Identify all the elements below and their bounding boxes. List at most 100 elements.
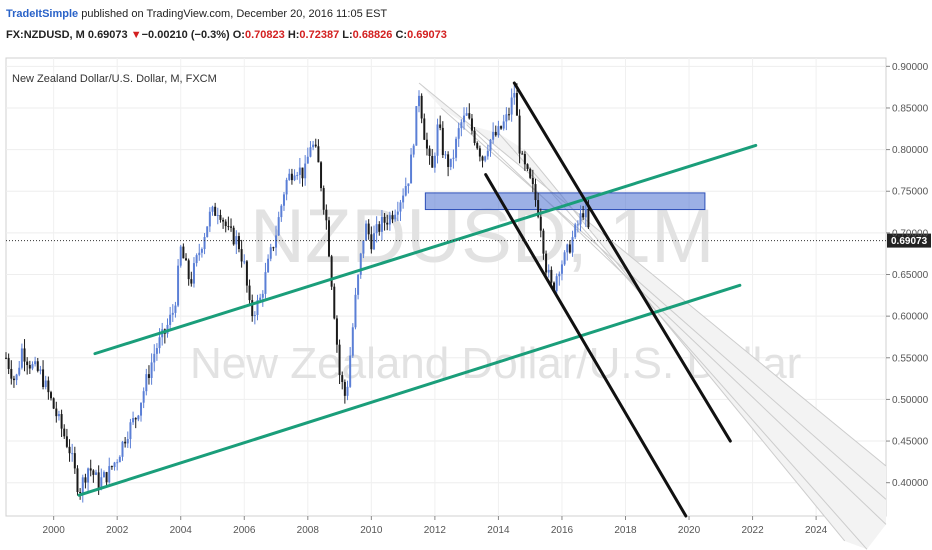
candle-body — [510, 97, 513, 115]
candle-body — [576, 224, 579, 226]
candle-body — [502, 121, 505, 129]
candle-body — [335, 318, 338, 345]
candle-body — [452, 157, 455, 159]
candle-body — [216, 215, 219, 217]
candle-body — [290, 173, 293, 181]
candle-body — [126, 439, 129, 444]
candle-body — [26, 361, 29, 366]
candle-body — [359, 253, 362, 275]
candle-body — [537, 200, 540, 217]
candle-body — [102, 472, 105, 478]
candle-body — [169, 314, 172, 325]
candle-body — [542, 230, 545, 254]
candle-body — [545, 253, 548, 273]
candle-body — [425, 139, 428, 149]
candle-body — [256, 300, 259, 316]
candle-body — [574, 224, 577, 238]
candle-body — [492, 131, 495, 140]
candle-body — [309, 147, 312, 157]
candle-body — [155, 348, 158, 354]
x-tick-label: 2014 — [487, 525, 510, 536]
x-tick-label: 2008 — [297, 525, 320, 536]
candle-body — [473, 130, 476, 143]
x-tick-label: 2024 — [805, 525, 828, 536]
candle-body — [375, 224, 378, 234]
candle-body — [301, 167, 304, 179]
candle-body — [5, 357, 7, 359]
candle-body — [560, 264, 563, 274]
candle-body — [515, 93, 518, 116]
candle-body — [346, 386, 349, 396]
candle-body — [550, 269, 553, 283]
black-line-upper — [512, 81, 732, 443]
candle-body — [232, 227, 235, 245]
candle-body — [190, 279, 193, 284]
candle-body — [486, 150, 489, 157]
candle-body — [325, 209, 328, 221]
candle-body — [410, 154, 413, 184]
last-price-line: 0.69073 — [6, 233, 931, 248]
candle-body — [71, 453, 74, 455]
publisher-name[interactable]: TradeItSimple — [6, 8, 79, 20]
candle-body — [282, 194, 285, 206]
candle-body — [433, 155, 436, 168]
candle-body — [484, 156, 487, 161]
candle-body — [338, 344, 341, 376]
candle-body — [505, 114, 508, 122]
candle-body — [351, 327, 354, 356]
resistance-zone-layer — [424, 192, 706, 211]
candle-body — [198, 252, 201, 256]
instrument-label: New Zealand Dollar/U.S. Dollar, M, FXCM — [12, 73, 217, 85]
y-axis: 0.90000 0.85000 0.80000 0.75000 0.70000 0.650… — [886, 62, 929, 489]
candle-body — [39, 369, 42, 371]
lower-green-channel — [77, 283, 742, 497]
candle-body — [463, 115, 466, 123]
candle-body — [407, 183, 410, 187]
fan-line — [466, 124, 887, 525]
candle-body — [293, 175, 296, 181]
candle-body — [84, 477, 87, 483]
candle-body — [534, 184, 537, 201]
last-price-value: 0.69073 — [87, 29, 128, 41]
x-tick-label: 2018 — [614, 525, 637, 536]
candle-body — [12, 378, 15, 381]
candle-body — [354, 294, 357, 328]
candle-body — [402, 195, 405, 203]
close-label: C: — [395, 29, 408, 41]
candle-body — [529, 168, 532, 178]
change-value: −0.00210 (−0.3%) — [141, 29, 230, 41]
y-tick-label: 0.80000 — [892, 145, 929, 156]
candle-body — [158, 337, 161, 349]
candle-body — [327, 220, 330, 257]
candle-body — [105, 472, 108, 483]
candle-body — [235, 236, 238, 245]
candle-body — [79, 492, 82, 494]
y-tick-label: 0.50000 — [892, 395, 929, 406]
high-label: H: — [287, 29, 300, 41]
candle-body — [203, 237, 206, 250]
candle-body — [18, 367, 21, 375]
candle-body — [211, 206, 214, 212]
candle-body — [423, 118, 426, 140]
candle-body — [224, 221, 227, 227]
candle-body — [521, 153, 524, 155]
candle-body — [386, 222, 389, 225]
candle-body — [285, 179, 288, 195]
candle-body — [357, 274, 360, 295]
candle-body — [118, 456, 121, 463]
candle-body — [134, 418, 137, 420]
candle-body — [97, 472, 100, 488]
candle-body — [362, 240, 365, 254]
candle-body — [555, 276, 558, 292]
candle-body — [34, 361, 37, 365]
candle-body — [481, 156, 484, 161]
candle-body — [380, 216, 383, 232]
candle-body — [179, 246, 182, 266]
candle-body — [566, 244, 569, 253]
candle-body — [206, 226, 209, 238]
trendlines — [77, 81, 758, 518]
candle-body — [322, 188, 325, 210]
x-tick-label: 2010 — [360, 525, 383, 536]
candle-body — [227, 226, 230, 228]
